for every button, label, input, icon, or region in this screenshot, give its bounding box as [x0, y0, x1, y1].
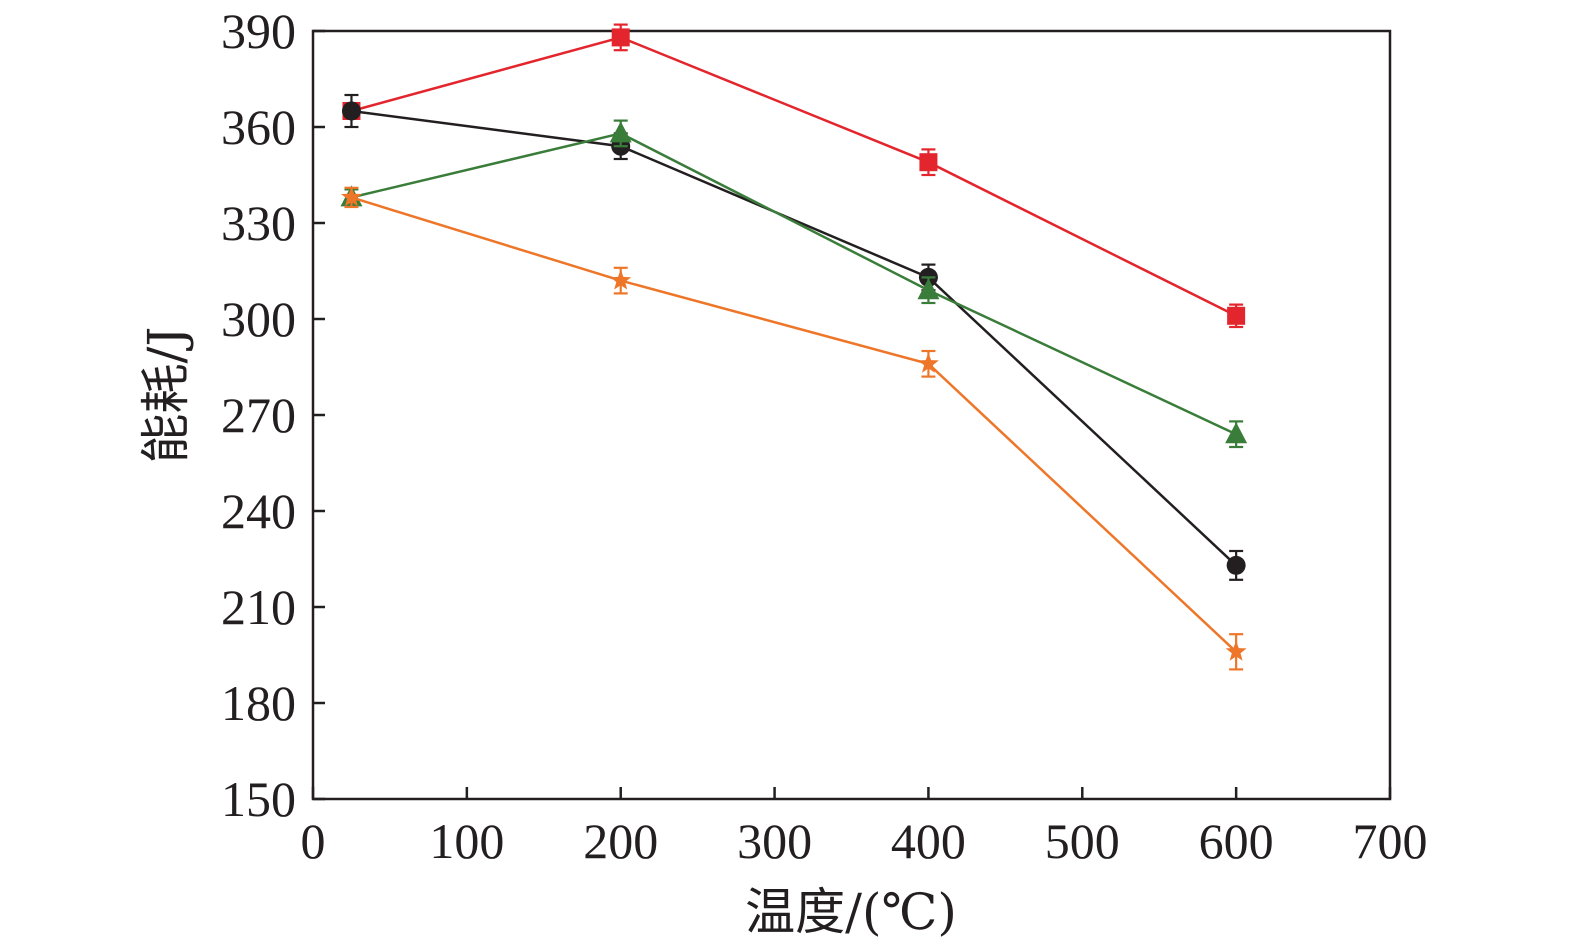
x-tick-label: 600 — [1199, 813, 1274, 869]
data-point — [341, 186, 362, 207]
x-tick-label: 100 — [429, 813, 504, 869]
y-axis-title: 能耗/J — [137, 327, 195, 464]
x-tick-label: 0 — [301, 813, 326, 869]
data-point — [1225, 640, 1247, 661]
data-point — [611, 28, 630, 47]
y-tick-label: 330 — [221, 195, 296, 251]
x-tick-label: 300 — [737, 813, 812, 869]
plot-border — [311, 29, 1392, 801]
data-point — [1225, 422, 1248, 444]
y-tick-label: 150 — [221, 771, 296, 827]
series-line — [351, 132, 1237, 436]
x-tick-label: 400 — [891, 813, 966, 869]
x-tick-label: 700 — [1353, 813, 1428, 869]
data-point — [609, 121, 632, 143]
data-point — [917, 278, 940, 300]
y-axis: 150 180 210 240 270 300 330 360 390 — [221, 3, 325, 827]
series-line — [351, 196, 1237, 653]
series-line — [351, 36, 1237, 317]
y-tick-label: 300 — [221, 291, 296, 347]
y-tick-label: 240 — [221, 483, 296, 539]
y-tick-label: 390 — [221, 3, 296, 59]
x-axis: 0 100 200 300 400 500 600 700 — [301, 787, 1428, 869]
data-point — [1226, 555, 1246, 575]
x-tick-label: 500 — [1045, 813, 1120, 869]
series-red-square — [342, 23, 1246, 329]
plot-frame — [311, 29, 1392, 801]
data-point — [919, 153, 938, 172]
data-point — [918, 352, 939, 373]
data-point — [341, 101, 361, 121]
data-point — [1227, 306, 1246, 325]
series-green-triangle — [340, 119, 1248, 449]
series-layer — [340, 23, 1248, 671]
series-line — [351, 109, 1237, 567]
series-orange-star — [341, 186, 1247, 671]
y-tick-label: 210 — [221, 579, 296, 635]
data-point — [610, 269, 632, 290]
x-axis-title: 温度/(℃) — [745, 883, 957, 941]
x-tick-label: 200 — [583, 813, 658, 869]
y-tick-label: 360 — [221, 99, 296, 155]
y-tick-label: 180 — [221, 675, 296, 731]
y-tick-label: 270 — [221, 387, 296, 443]
